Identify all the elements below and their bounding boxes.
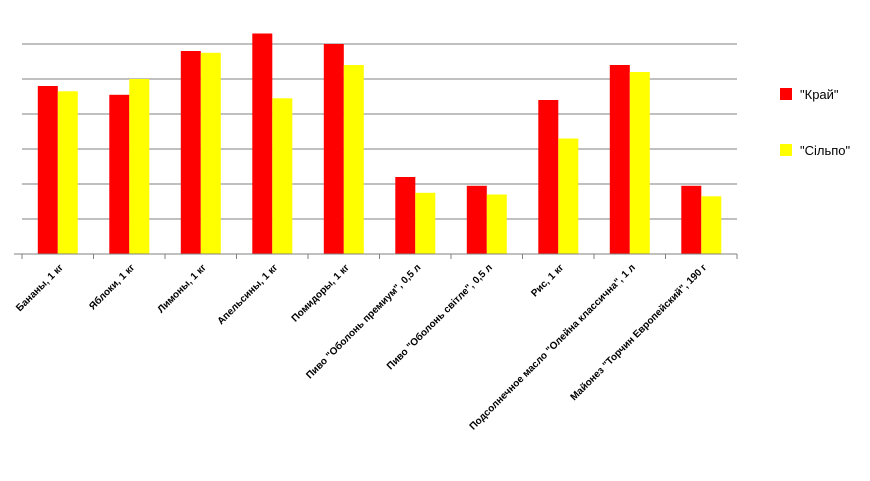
legend-item-kray: "Край" xyxy=(780,84,870,104)
bar-series-0-cat-7 xyxy=(538,100,559,254)
bar-series-1-cat-2 xyxy=(200,52,221,255)
bar-series-0-cat-6 xyxy=(466,185,487,255)
bar-series-1-cat-7 xyxy=(558,138,579,254)
bar-series-0-cat-2 xyxy=(180,51,201,254)
category-label: Помидоры, 1 кг xyxy=(290,262,352,324)
bar-series-1-cat-8 xyxy=(629,72,650,254)
category-label: Подсолнечное масло "Олейна классична", 1… xyxy=(468,262,638,432)
bar-series-0-cat-4 xyxy=(323,44,344,254)
legend-swatch-silpo xyxy=(780,144,792,156)
legend-item-silpo: "Сільпо" xyxy=(780,140,870,160)
legend-label-kray: "Край" xyxy=(800,86,839,102)
category-label: Рис, 1 кг xyxy=(529,262,566,299)
bars xyxy=(37,33,722,255)
category-label: Лимоны, 1 кг xyxy=(156,262,209,315)
bar-series-1-cat-5 xyxy=(415,192,436,255)
category-label: Бананы, 1 кг xyxy=(14,262,66,314)
legend-swatch-kray xyxy=(780,88,792,100)
bar-series-1-cat-3 xyxy=(272,98,293,255)
bar-series-0-cat-3 xyxy=(252,33,273,254)
bar-series-0-cat-5 xyxy=(395,177,416,254)
bar-series-0-cat-9 xyxy=(681,185,702,255)
category-label: Яблоки, 1 кг xyxy=(87,262,138,313)
category-label: Майонез "Торчин Европейский", 190 г xyxy=(569,262,710,403)
bar-series-1-cat-6 xyxy=(486,194,507,254)
bar-series-1-cat-0 xyxy=(57,91,78,255)
category-label: Апельсины, 1 кг xyxy=(216,262,281,327)
category-label: Пиво "Оболонь премиум", 0,5 л xyxy=(304,262,424,382)
bar-series-1-cat-4 xyxy=(343,65,364,254)
x-axis xyxy=(14,253,738,259)
legend: "Край" "Сільпо" xyxy=(780,84,870,196)
bar-series-1-cat-9 xyxy=(701,196,722,255)
legend-label-silpo: "Сільпо" xyxy=(800,142,851,158)
bar-series-0-cat-0 xyxy=(37,86,58,254)
bar-series-1-cat-1 xyxy=(129,79,150,254)
category-labels: Бананы, 1 кг Яблоки, 1 кг Лимоны, 1 кг Апел… xyxy=(14,262,709,433)
bar-series-0-cat-1 xyxy=(109,94,130,254)
bar-series-0-cat-8 xyxy=(609,65,630,254)
